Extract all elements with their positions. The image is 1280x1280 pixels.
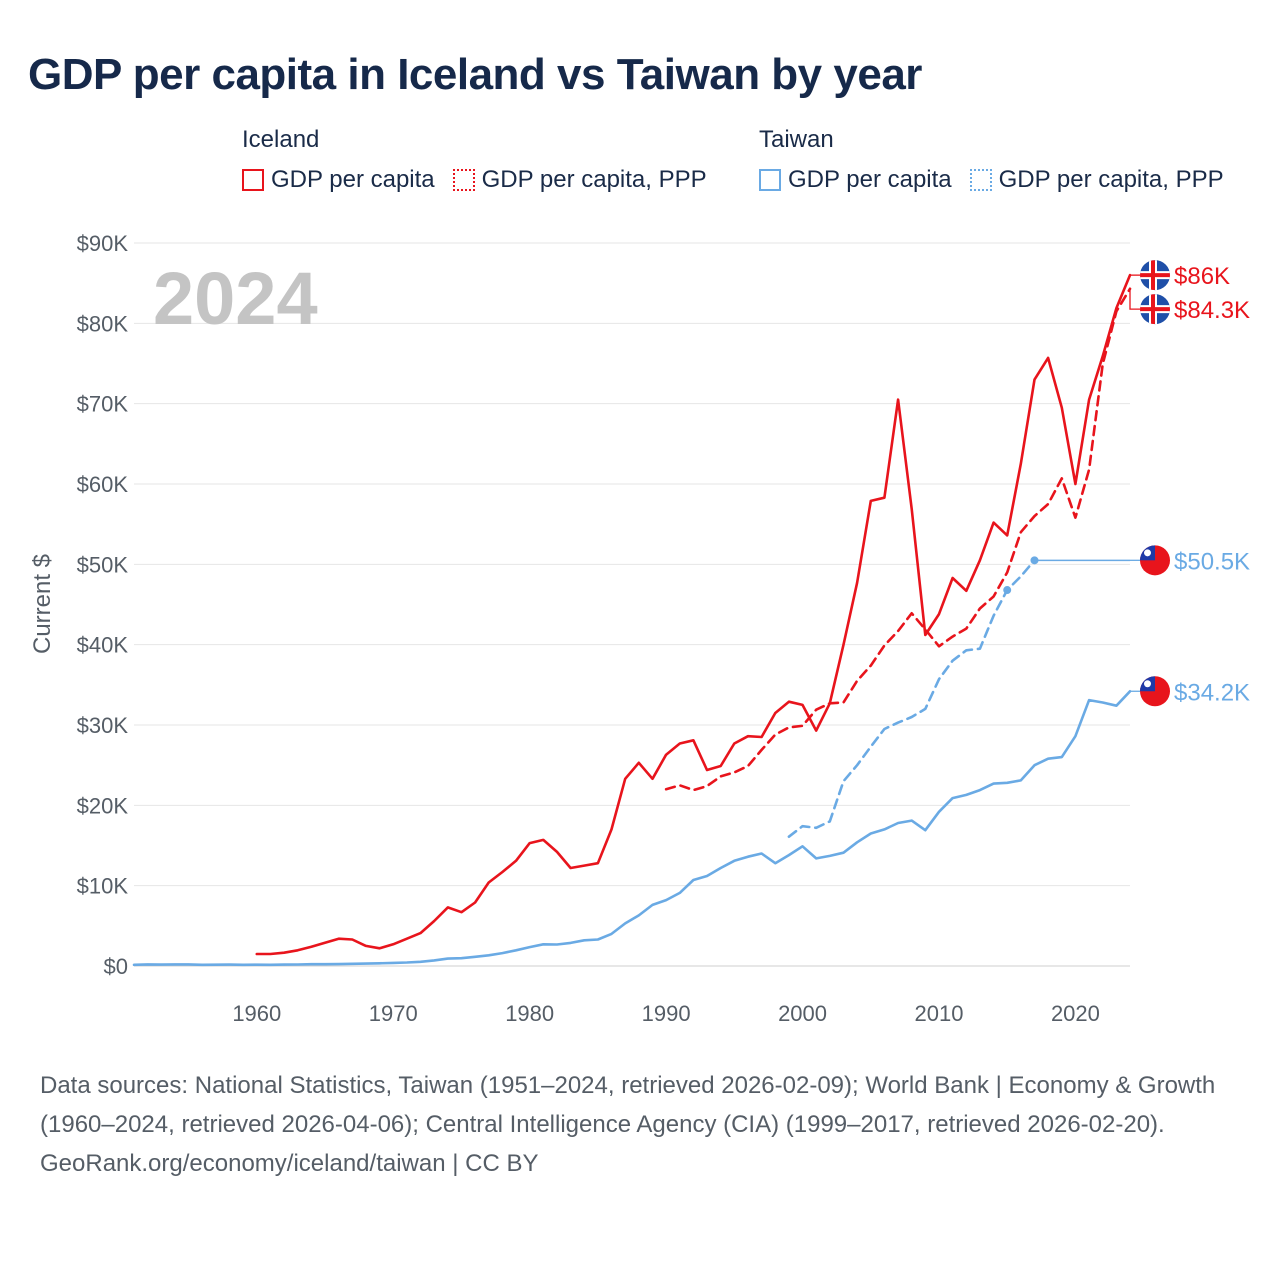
legend-item-iceland-gdp[interactable]: GDP per capita [242,166,435,194]
legend-swatch-dotted-blue [969,169,992,191]
y-tick-label: $60K [77,472,129,497]
end-value-label: $34.2K [1174,679,1250,706]
y-axis-label: Current $ [29,554,56,654]
line-chart: $0 $10K $20K $30K $40K $50K $60K $70K $80K $90K 1… [29,231,1250,1026]
y-tick-label: $90K [77,231,129,256]
x-tick-label: 1980 [505,1001,554,1026]
end-labels: $86K $84.3K $34.2K $50.5K [1129,260,1250,707]
x-axis-ticks: 1960 1970 1980 1990 2000 2010 2020 [232,1001,1100,1026]
series-line-taiwan [132,690,1132,967]
y-tick-label: $80K [77,311,129,336]
legend-taiwan-title: Taiwan [759,126,834,153]
series-marker [1003,586,1012,595]
series-line-iceland [255,273,1132,956]
taiwan-flag-icon [1140,545,1170,576]
y-tick-label: $30K [77,713,129,738]
x-tick-label: 2020 [1051,1001,1100,1026]
iceland-flag-icon [1140,260,1170,291]
end-value-label: $84.3K [1174,297,1250,324]
legend-iceland-title: Iceland [242,126,320,153]
legend-item-iceland-gdp-ppp[interactable]: GDP per capita, PPP [452,166,707,194]
legend-label: GDP per capita, PPP [481,166,707,193]
footer-sources-text: Data sources: National Statistics, Taiwa… [40,1072,1216,1138]
page-title: GDP per capita in Iceland vs Taiwan by y… [28,50,922,99]
end-value-label: $86K [1174,263,1230,290]
series-line-taiwan-ppp [787,559,1036,838]
x-tick-label: 2000 [778,1001,827,1026]
y-tick-label: $0 [104,954,128,979]
x-tick-label: 1970 [369,1001,418,1026]
series-line-iceland-ppp [664,287,1132,792]
y-tick-label: $50K [77,552,129,577]
x-tick-label: 2010 [915,1001,964,1026]
y-tick-label: $40K [77,633,129,658]
legend-item-taiwan-gdp-ppp[interactable]: GDP per capita, PPP [969,166,1224,194]
x-tick-label: 1960 [232,1001,281,1026]
y-axis-ticks: $0 $10K $20K $30K $40K $50K $60K $70K $80K $90K [77,231,129,979]
grid-lines [134,242,1130,967]
y-tick-label: $70K [77,392,129,417]
legend-item-taiwan-gdp[interactable]: GDP per capita [759,166,952,194]
legend-iceland: Iceland GDP per capita GDP per capita, P… [242,124,707,194]
x-tick-label: 1990 [642,1001,691,1026]
y-tick-label: $20K [77,793,129,818]
data-series [132,273,1132,967]
footer-credit[interactable]: GeoRank.org/economy/iceland/taiwan | CC … [40,1150,539,1177]
legend-label: GDP per capita [271,166,435,193]
end-value-label: $50.5K [1174,548,1250,575]
taiwan-flag-icon [1140,676,1170,707]
legend-taiwan: Taiwan GDP per capita GDP per capita, PP… [759,124,1224,194]
y-tick-label: $10K [77,874,129,899]
legend-label: GDP per capita, PPP [998,166,1224,193]
year-watermark: 2024 [153,257,318,340]
end-connector [1129,288,1140,310]
footer-sources: Data sources: National Statistics, Taiwa… [40,1066,1230,1183]
series-marker [1030,556,1039,565]
iceland-flag-icon [1140,294,1170,325]
legend-swatch-solid-red [242,169,264,191]
legend-swatch-solid-blue [759,169,781,191]
legend-label: GDP per capita [788,166,952,193]
legend-swatch-dotted-red [452,169,475,191]
